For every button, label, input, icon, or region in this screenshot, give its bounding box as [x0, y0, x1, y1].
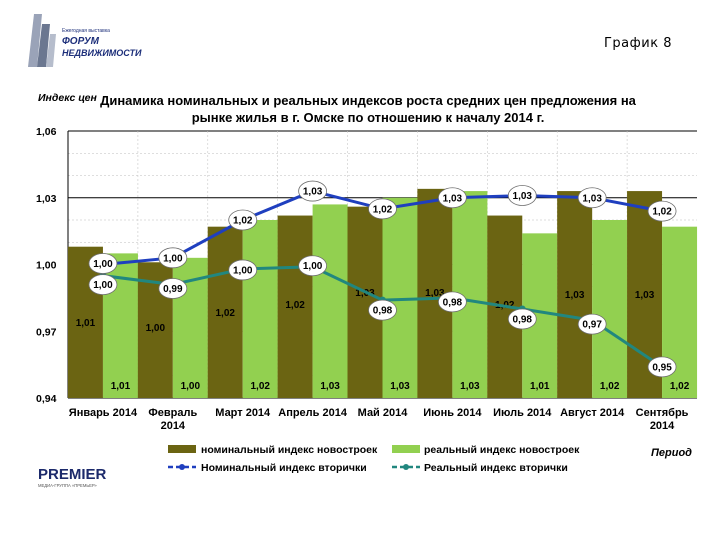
line-label-real-secondary: 1,00: [303, 261, 323, 272]
logo-text-realty: НЕДВИЖИМОСТИ: [62, 48, 142, 58]
bar-label-real-new: 1,02: [250, 381, 270, 392]
line-label-nominal-secondary-bubble: [437, 187, 467, 209]
line-label-real-secondary: 1,00: [233, 265, 253, 276]
logo-text-forum: ФОРУМ: [62, 36, 100, 47]
bar-label-real-new: 1,01: [530, 381, 550, 392]
logo-small-text: Ежегодная выставка: [62, 28, 110, 34]
bar-nominal-new: [557, 191, 593, 398]
legend-marker-nominal-secondary: [179, 464, 185, 470]
line-label-real-secondary-bubble: [298, 255, 328, 277]
line-label-nominal-secondary: 1,00: [163, 253, 183, 264]
y-axis-label: Индекс цен: [38, 92, 98, 104]
line-label-nominal-secondary: 1,02: [652, 207, 672, 218]
line-label-real-secondary: 0,99: [163, 284, 183, 295]
y-tick-label: 1,03: [36, 193, 57, 205]
line-label-real-secondary: 0,98: [373, 306, 393, 317]
legend-label-nominal-new: номинальный индекс новостроек: [201, 444, 378, 456]
line-label-real-secondary: 0,98: [443, 297, 463, 308]
line-label-nominal-secondary: 1,03: [582, 193, 602, 204]
premier-tagline: МЕДИА-ГРУППА «ПРЕМЬЕР»: [38, 483, 97, 488]
x-tick-label: Январь 2014: [69, 407, 138, 419]
bar-label-nominal-new: 1,00: [146, 323, 166, 334]
line-label-nominal-secondary-bubble: [368, 198, 397, 220]
bar-label-nominal-new: 1,03: [425, 288, 445, 299]
bar-label-real-new: 1,02: [600, 381, 620, 392]
line-label-real-secondary-bubble: [577, 313, 607, 335]
legend-swatch-nominal-new: [168, 445, 196, 453]
bar-label-real-new: 1,03: [320, 381, 340, 392]
y-tick-label: 1,00: [36, 260, 57, 272]
x-tick-label: Март 2014: [215, 407, 271, 419]
x-tick-label: Апрель 2014: [278, 407, 348, 419]
legend-label-real-new: реальный индекс новостроек: [424, 444, 580, 456]
bar-label-real-new: 1,00: [181, 381, 201, 392]
graph-number: График 8: [604, 36, 672, 51]
line-label-nominal-secondary: 1,00: [93, 259, 113, 270]
line-label-nominal-secondary-bubble: [88, 253, 118, 274]
legend-marker-real-secondary: [403, 464, 409, 470]
line-label-real-secondary-bubble: [437, 291, 467, 313]
line-label-real-secondary-bubble: [88, 274, 118, 296]
bar-label-real-new: 1,03: [390, 381, 410, 392]
bar-label-nominal-new: 1,01: [76, 318, 96, 329]
line-label-nominal-secondary-bubble: [228, 209, 258, 231]
line-label-nominal-secondary-bubble: [577, 187, 607, 209]
bar-label-real-new: 1,01: [111, 381, 131, 392]
line-label-real-secondary-bubble: [507, 308, 537, 330]
line-label-nominal-secondary-bubble: [647, 200, 677, 222]
bar-real-new: [592, 220, 628, 398]
line-label-nominal-secondary: 1,03: [443, 193, 463, 204]
x-tick-label: 2014: [161, 420, 186, 432]
x-tick-label: Июнь 2014: [423, 407, 482, 419]
x-tick-label: Июль 2014: [493, 407, 552, 419]
y-tick-label: 0,94: [36, 393, 57, 405]
bar-label-nominal-new: 1,02: [285, 300, 305, 311]
x-tick-label: 2014: [650, 420, 675, 432]
premier-brand: PREMIER: [38, 466, 107, 483]
line-label-real-secondary-bubble: [158, 278, 188, 299]
bar-label-nominal-new: 1,03: [565, 290, 585, 301]
line-label-nominal-secondary-bubble: [158, 247, 188, 269]
line-label-real-secondary-bubble: [647, 356, 677, 378]
line-label-nominal-secondary: 1,03: [513, 191, 533, 202]
bar-label-real-new: 1,02: [670, 381, 690, 392]
bar-real-new: [312, 204, 348, 398]
line-label-nominal-secondary-bubble: [507, 185, 537, 206]
line-label-nominal-secondary-bubble: [298, 180, 328, 202]
x-tick-label: Август 2014: [560, 407, 625, 419]
y-tick-label: 0,97: [36, 326, 57, 338]
line-label-real-secondary-bubble: [228, 259, 258, 281]
legend-label-nominal-secondary: Номинальный индекс вторички: [201, 462, 367, 474]
bar-label-nominal-new: 1,03: [635, 290, 655, 301]
forum-logo: Ежегодная выставка ФОРУМ НЕДВИЖИМОСТИ: [28, 14, 142, 67]
line-label-real-secondary: 0,95: [652, 362, 672, 373]
chart-title-line-2: рынке жилья в г. Омске по отношению к на…: [192, 110, 545, 125]
x-tick-label: Февраль: [148, 407, 197, 419]
bar-label-real-new: 1,03: [460, 381, 480, 392]
y-tick-label: 1,06: [36, 126, 57, 138]
line-label-nominal-secondary: 1,03: [303, 187, 323, 198]
legend-swatch-real-new: [392, 445, 420, 453]
bar-real-new: [242, 220, 278, 398]
line-label-real-secondary: 0,98: [513, 315, 533, 326]
bar-nominal-new: [207, 226, 243, 398]
legend-label-real-secondary: Реальный индекс вторички: [424, 462, 568, 474]
line-label-real-secondary: 0,97: [582, 320, 602, 331]
line-label-real-secondary-bubble: [368, 299, 397, 321]
bar-nominal-new: [277, 215, 313, 398]
premier-logo: PREMIER МЕДИА-ГРУППА «ПРЕМЬЕР»: [38, 466, 107, 488]
chart-title-line-1: Динамика номинальных и реальных индексов…: [100, 93, 637, 108]
line-label-nominal-secondary: 1,02: [373, 204, 393, 215]
line-label-real-secondary: 1,00: [93, 280, 113, 291]
bar-label-nominal-new: 1,02: [215, 308, 235, 319]
line-label-nominal-secondary: 1,02: [233, 216, 253, 227]
building-icon: [28, 14, 56, 67]
x-tick-label: Сентябрь: [636, 407, 689, 419]
x-axis-label: Период: [651, 447, 692, 459]
x-tick-label: Май 2014: [358, 407, 409, 419]
